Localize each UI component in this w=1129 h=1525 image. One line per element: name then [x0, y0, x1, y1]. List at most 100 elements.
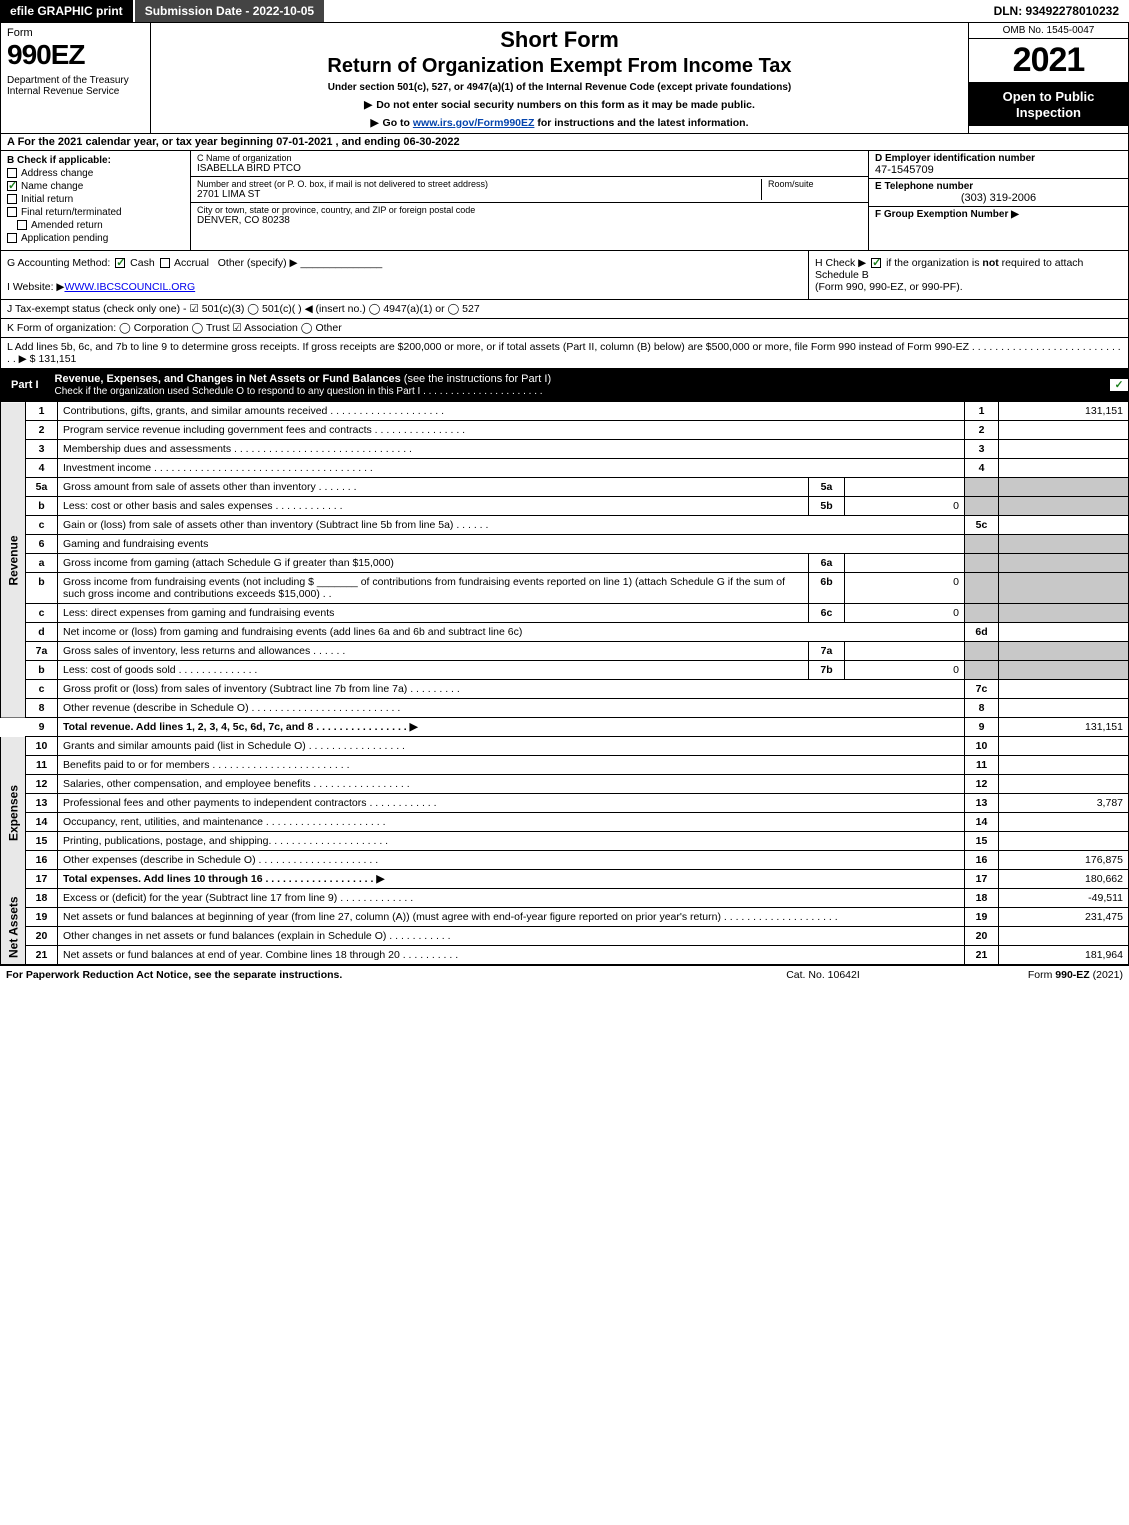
line-box: 1	[965, 402, 999, 421]
line-box: 19	[965, 908, 999, 927]
cell-address: Number and street (or P. O. box, if mail…	[191, 177, 868, 203]
part-check-text: Check if the organization used Schedule …	[55, 386, 543, 397]
col-d-ids: D Employer identification number 47-1545…	[868, 151, 1128, 250]
l6b-d1: Gross income from fundraising events (no…	[63, 576, 314, 588]
cell-ein: D Employer identification number 47-1545…	[869, 151, 1128, 179]
website-link[interactable]: WWW.IBCSCOUNCIL.ORG	[64, 281, 195, 293]
line-amount-shade	[999, 497, 1129, 516]
row-g-accounting: G Accounting Method: Cash Accrual Other …	[1, 251, 808, 299]
line-num: 10	[26, 737, 58, 756]
sub-amount	[845, 642, 965, 661]
footer-right: Form 990-EZ (2021)	[923, 969, 1123, 981]
line-desc: Gross sales of inventory, less returns a…	[58, 642, 809, 661]
line-box-shade	[965, 497, 999, 516]
line-amount	[999, 459, 1129, 478]
box-icon	[7, 207, 17, 217]
line-num: 7a	[26, 642, 58, 661]
row-a-calendar: A For the 2021 calendar year, or tax yea…	[0, 134, 1129, 151]
row-l-text: L Add lines 5b, 6c, and 7b to line 9 to …	[7, 341, 1121, 365]
chk-initial-return[interactable]: Initial return	[7, 194, 184, 205]
footer-left: For Paperwork Reduction Act Notice, see …	[6, 969, 723, 981]
line-amount	[999, 421, 1129, 440]
line-desc: Professional fees and other payments to …	[58, 794, 965, 813]
chk-name-change[interactable]: Name change	[7, 181, 184, 192]
line-desc: Grants and similar amounts paid (list in…	[58, 737, 965, 756]
efile-tab[interactable]: efile GRAPHIC print	[0, 0, 135, 22]
line-box: 6d	[965, 623, 999, 642]
note-ssn-text: Do not enter social security numbers on …	[376, 99, 755, 111]
line-amount: 131,151	[999, 402, 1129, 421]
topbar: efile GRAPHIC print Submission Date - 20…	[0, 0, 1129, 23]
lines-table: Revenue 1 Contributions, gifts, grants, …	[0, 402, 1129, 965]
line-desc: Other changes in net assets or fund bala…	[58, 927, 965, 946]
chk-amended[interactable]: Amended return	[7, 220, 184, 231]
line-num: b	[26, 661, 58, 680]
line-box: 5c	[965, 516, 999, 535]
line-desc: Total expenses. Add lines 10 through 16 …	[58, 870, 965, 889]
chk-address-change[interactable]: Address change	[7, 168, 184, 179]
sub-box: 6c	[809, 604, 845, 623]
chk-final-return[interactable]: Final return/terminated	[7, 207, 184, 218]
cell-org-name: C Name of organization ISABELLA BIRD PTC…	[191, 151, 868, 177]
header-right: OMB No. 1545-0047 2021 Open to Public In…	[968, 23, 1128, 133]
footer-center: Cat. No. 10642I	[723, 969, 923, 981]
chk-label: Final return/terminated	[21, 207, 122, 218]
line-desc: Membership dues and assessments . . . . …	[58, 440, 965, 459]
line-num: 3	[26, 440, 58, 459]
line-box: 3	[965, 440, 999, 459]
h-not: not	[982, 257, 998, 269]
line-box: 15	[965, 832, 999, 851]
chk-h-icon[interactable]	[871, 258, 881, 268]
line-amount: 3,787	[999, 794, 1129, 813]
line-num: 2	[26, 421, 58, 440]
block-abcdef: B Check if applicable: Address change Na…	[0, 151, 1129, 251]
other-label: Other (specify) ▶	[218, 257, 298, 269]
line-box: 14	[965, 813, 999, 832]
sub-box: 6a	[809, 554, 845, 573]
line-amount	[999, 813, 1129, 832]
part-subtitle: (see the instructions for Part I)	[401, 373, 551, 385]
box-icon	[7, 233, 17, 243]
topbar-spacer	[326, 0, 983, 22]
line-amount: -49,511	[999, 889, 1129, 908]
part-check-icon[interactable]: ✓	[1110, 379, 1128, 391]
line-desc: Less: cost or other basis and sales expe…	[58, 497, 809, 516]
name-label: C Name of organization	[197, 153, 862, 163]
chk-label: Name change	[21, 181, 83, 192]
line-box: 10	[965, 737, 999, 756]
box-icon	[7, 181, 17, 191]
line-amount: 231,475	[999, 908, 1129, 927]
line-amount	[999, 756, 1129, 775]
form-header: Form 990EZ Department of the Treasury In…	[0, 23, 1129, 134]
l17-desc: Total expenses. Add lines 10 through 16 …	[63, 873, 384, 885]
sub-amount	[845, 478, 965, 497]
under-section: Under section 501(c), 527, or 4947(a)(1)…	[157, 82, 962, 93]
room-label: Room/suite	[768, 179, 862, 189]
line-num: 8	[26, 699, 58, 718]
line-amount-shade	[999, 535, 1129, 554]
box-icon	[7, 194, 17, 204]
note-goto: Go to www.irs.gov/Form990EZ for instruct…	[157, 117, 962, 129]
note-ssn: Do not enter social security numbers on …	[157, 99, 962, 111]
fr-bold: 990-EZ	[1055, 969, 1089, 981]
grp-label: F Group Exemption Number ▶	[875, 209, 1122, 220]
line-desc: Other expenses (describe in Schedule O) …	[58, 851, 965, 870]
line-num: 17	[26, 870, 58, 889]
chk-cash-icon[interactable]	[115, 258, 125, 268]
line-box: 4	[965, 459, 999, 478]
form-number: 990EZ	[7, 39, 144, 71]
line-amount	[999, 927, 1129, 946]
line-num: 18	[26, 889, 58, 908]
irs-link[interactable]: www.irs.gov/Form990EZ	[413, 117, 535, 129]
line-desc: Gross profit or (loss) from sales of inv…	[58, 680, 965, 699]
chk-accrual-icon[interactable]	[160, 258, 170, 268]
line-amount	[999, 775, 1129, 794]
row-l-amount: 131,151	[38, 353, 76, 365]
sidelabel-blank	[1, 718, 26, 737]
line-num: 12	[26, 775, 58, 794]
line-box: 9	[965, 718, 999, 737]
chk-app-pending[interactable]: Application pending	[7, 233, 184, 244]
line-num: b	[26, 573, 58, 604]
line-box: 7c	[965, 680, 999, 699]
line-amount	[999, 832, 1129, 851]
